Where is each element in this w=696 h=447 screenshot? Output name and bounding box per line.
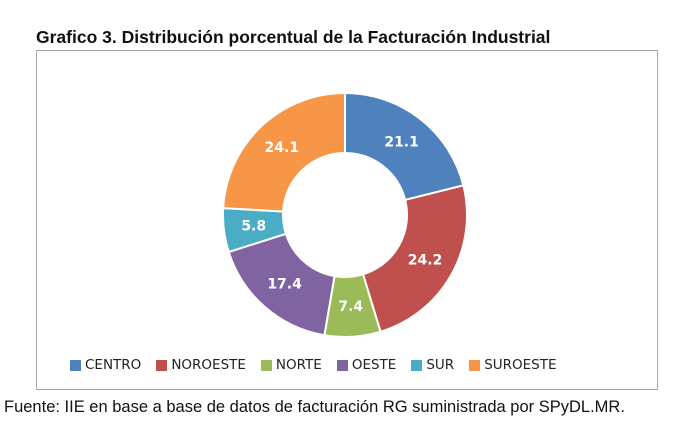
- legend-swatch: [260, 359, 272, 371]
- legend-item-noroeste: NOROESTE: [156, 357, 246, 373]
- legend-label: CENTRO: [85, 357, 142, 373]
- legend-item-norte: NORTE: [260, 357, 322, 373]
- legend-swatch: [156, 359, 168, 371]
- chart-legend: CENTRO NOROESTE NORTE OESTE SUR SUROESTE: [70, 357, 572, 373]
- data-label-norte: 7.4: [338, 299, 363, 315]
- legend-label: NORTE: [275, 357, 322, 373]
- legend-swatch: [469, 359, 481, 371]
- legend-label: SUR: [426, 357, 455, 373]
- legend-item-centro: CENTRO: [70, 357, 141, 373]
- data-label-centro: 21.1: [384, 134, 419, 150]
- legend-item-sur: SUR: [411, 357, 454, 373]
- slice-noroeste: [361, 184, 468, 333]
- source-note: Fuente: IIE en base a base de datos de f…: [4, 398, 625, 416]
- legend-item-oeste: OESTE: [336, 357, 397, 373]
- slice-suroeste: [222, 91, 346, 213]
- legend-swatch: [70, 359, 81, 371]
- data-label-suroeste: 24.1: [265, 140, 300, 156]
- data-label-sur: 5.8: [241, 219, 266, 235]
- data-label-noroeste: 24.2: [408, 252, 443, 268]
- legend-label: NOROESTE: [171, 357, 246, 373]
- slice-centro: [344, 91, 465, 202]
- legend-label: OESTE: [351, 357, 397, 373]
- legend-swatch: [411, 359, 423, 371]
- data-label-oeste: 17.4: [267, 276, 302, 292]
- legend-item-suroeste: SUROESTE: [469, 357, 557, 373]
- chart-title: Grafico 3. Distribución porcentual de la…: [36, 27, 551, 47]
- legend-swatch: [336, 359, 348, 371]
- legend-label: SUROESTE: [484, 357, 557, 373]
